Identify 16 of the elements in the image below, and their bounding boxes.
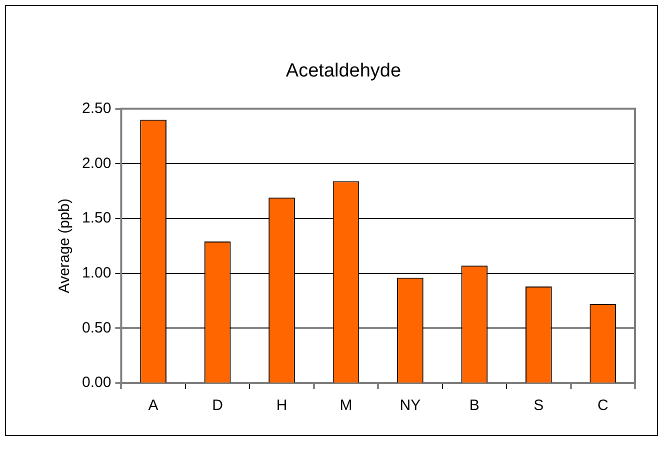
y-tick-label: 1.50: [82, 210, 112, 227]
y-axis-title: Average (ppb): [56, 198, 74, 294]
y-tick-label: 0.00: [82, 374, 112, 392]
x-tick-label: H: [276, 397, 288, 414]
y-tick-label: 2.50: [82, 100, 112, 117]
y-tick-label: 0.50: [82, 319, 112, 336]
x-tick-label: C: [597, 397, 608, 414]
y-tick-label: 1.00: [82, 264, 112, 282]
x-tick-label: NY: [400, 397, 421, 414]
x-tick-label: D: [212, 397, 224, 414]
x-tick-label: M: [340, 397, 352, 414]
chart-title: Acetaldehyde: [286, 60, 402, 82]
x-tick-label: A: [148, 397, 158, 414]
y-tick-label: 2.00: [82, 154, 112, 172]
x-tick-label: B: [469, 397, 480, 414]
x-tick-label: S: [534, 397, 544, 414]
